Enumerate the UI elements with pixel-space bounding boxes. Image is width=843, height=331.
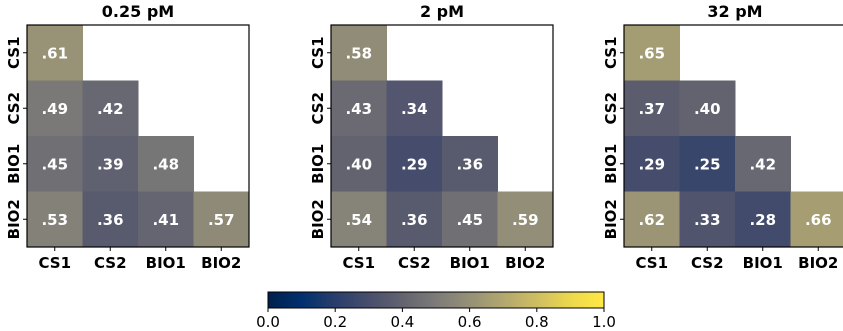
colorbar-tick-label-5: 1.0 <box>592 313 616 331</box>
heatmap-cell-1-1-1 <box>386 80 443 137</box>
x-tick-label-2-0: CS1 <box>635 254 668 272</box>
x-tick-label-0-2: BIO1 <box>146 254 186 272</box>
heatmap-cell-1-2-2 <box>442 136 498 192</box>
y-tick-label-0-3: BIO2 <box>5 199 23 239</box>
cell-value-label-2-1-0: .37 <box>638 100 665 118</box>
cell-value-label-0-0-0: .61 <box>41 44 68 62</box>
heatmap-cell-0-2-2 <box>138 136 194 192</box>
y-tick-label-2-3: BIO2 <box>602 199 620 239</box>
x-tick-label-1-3: BIO2 <box>505 254 545 272</box>
heatmap-cell-2-2-0 <box>624 136 680 192</box>
panel-title-0: 0.25 pM <box>102 2 174 21</box>
panel-title-2: 32 pM <box>707 2 762 21</box>
colorbar-tick-label-2: 0.4 <box>390 313 414 331</box>
cell-value-label-2-3-3: .66 <box>805 211 832 229</box>
cell-value-label-1-0-0: .58 <box>345 44 372 62</box>
y-tick-label-2-2: BIO1 <box>602 144 620 184</box>
x-tick-label-0-1: CS2 <box>94 254 127 272</box>
heatmap-cell-0-3-1 <box>82 191 139 248</box>
cell-value-label-2-3-1: .33 <box>694 211 721 229</box>
colorbar-tick-label-0: 0.0 <box>256 313 280 331</box>
cell-value-label-1-3-2: .45 <box>456 211 483 229</box>
heatmap-cell-1-3-1 <box>386 191 443 248</box>
heatmap-cell-1-3-3 <box>497 191 554 248</box>
x-tick-label-1-2: BIO1 <box>450 254 490 272</box>
cell-value-label-2-2-0: .29 <box>638 155 665 173</box>
cell-value-label-1-1-1: .34 <box>401 100 428 118</box>
heatmap-cell-1-2-1 <box>386 136 443 192</box>
heatmap-cell-2-1-1 <box>679 80 736 137</box>
heatmap-cell-2-3-3 <box>790 191 843 248</box>
heatmap-cell-0-2-1 <box>82 136 139 192</box>
heatmap-cell-0-1-1 <box>82 80 139 137</box>
colorbar-tick-label-4: 0.8 <box>525 313 549 331</box>
x-tick-label-1-0: CS1 <box>342 254 375 272</box>
panel-frame-0 <box>26 24 250 248</box>
x-tick-label-0-3: BIO2 <box>201 254 241 272</box>
y-tick-label-0-2: BIO1 <box>5 144 23 184</box>
cell-value-label-0-3-3: .57 <box>208 211 235 229</box>
cell-value-label-0-2-0: .45 <box>41 155 68 173</box>
colorbar-tick-label-3: 0.6 <box>458 313 482 331</box>
heatmap-cell-1-1-0 <box>331 80 387 137</box>
y-tick-label-0-1: CS2 <box>5 92 23 125</box>
cell-value-label-0-1-0: .49 <box>41 100 68 118</box>
heatmap-cell-2-2-2 <box>735 136 791 192</box>
heatmap-cell-0-3-0 <box>27 191 83 248</box>
y-tick-label-2-0: CS1 <box>602 36 620 69</box>
cell-value-label-2-1-1: .40 <box>694 100 721 118</box>
y-tick-label-0-0: CS1 <box>5 36 23 69</box>
cell-value-label-1-1-0: .43 <box>345 100 372 118</box>
panel-title-1: 2 pM <box>420 2 464 21</box>
x-tick-label-2-3: BIO2 <box>798 254 838 272</box>
y-tick-label-1-0: CS1 <box>309 36 327 69</box>
cell-value-label-0-3-2: .41 <box>152 211 179 229</box>
cell-value-label-0-2-1: .39 <box>97 155 124 173</box>
heatmap-cell-2-2-1 <box>679 136 736 192</box>
y-tick-label-2-1: CS2 <box>602 92 620 125</box>
heatmap-cell-2-3-0 <box>624 191 680 248</box>
cell-value-label-0-2-2: .48 <box>152 155 179 173</box>
cell-value-label-1-3-1: .36 <box>401 211 428 229</box>
panel-frame-2 <box>623 24 843 248</box>
cell-value-label-1-3-0: .54 <box>345 211 372 229</box>
cell-value-label-1-3-3: .59 <box>512 211 539 229</box>
cell-value-label-1-2-0: .40 <box>345 155 372 173</box>
cell-value-label-2-2-2: .42 <box>749 155 776 173</box>
cell-value-label-2-0-0: .65 <box>638 44 665 62</box>
cell-value-label-1-2-2: .36 <box>456 155 483 173</box>
y-tick-label-1-2: BIO1 <box>309 144 327 184</box>
colorbar-tick-label-1: 0.2 <box>323 313 347 331</box>
x-tick-label-0-0: CS1 <box>38 254 71 272</box>
panel-frame-1 <box>330 24 554 248</box>
cell-value-label-2-2-1: .25 <box>694 155 721 173</box>
cell-value-label-0-1-1: .42 <box>97 100 124 118</box>
x-tick-label-2-1: CS2 <box>691 254 724 272</box>
heatmap-cell-0-0-0 <box>27 25 83 81</box>
cell-value-label-2-3-0: .62 <box>638 211 665 229</box>
cell-value-label-2-3-2: .28 <box>749 211 776 229</box>
heatmap-cell-0-1-0 <box>27 80 83 137</box>
heatmap-cell-0-2-0 <box>27 136 83 192</box>
heatmap-cell-2-3-1 <box>679 191 736 248</box>
x-tick-label-1-1: CS2 <box>398 254 431 272</box>
heatmap-cell-1-3-0 <box>331 191 387 248</box>
cell-value-label-0-3-0: .53 <box>41 211 68 229</box>
heatmap-cell-1-3-2 <box>442 191 498 248</box>
heatmap-cell-2-3-2 <box>735 191 791 248</box>
heatmap-cell-2-0-0 <box>624 25 680 81</box>
colorbar <box>267 291 605 309</box>
y-tick-label-1-1: CS2 <box>309 92 327 125</box>
x-tick-label-2-2: BIO1 <box>743 254 783 272</box>
heatmap-cell-0-3-2 <box>138 191 194 248</box>
heatmap-cell-1-2-0 <box>331 136 387 192</box>
heatmap-cell-0-3-3 <box>193 191 250 248</box>
y-tick-label-1-3: BIO2 <box>309 199 327 239</box>
cell-value-label-0-3-1: .36 <box>97 211 124 229</box>
cell-value-label-1-2-1: .29 <box>401 155 428 173</box>
heatmap-cell-1-0-0 <box>331 25 387 81</box>
heatmap-cell-2-1-0 <box>624 80 680 137</box>
